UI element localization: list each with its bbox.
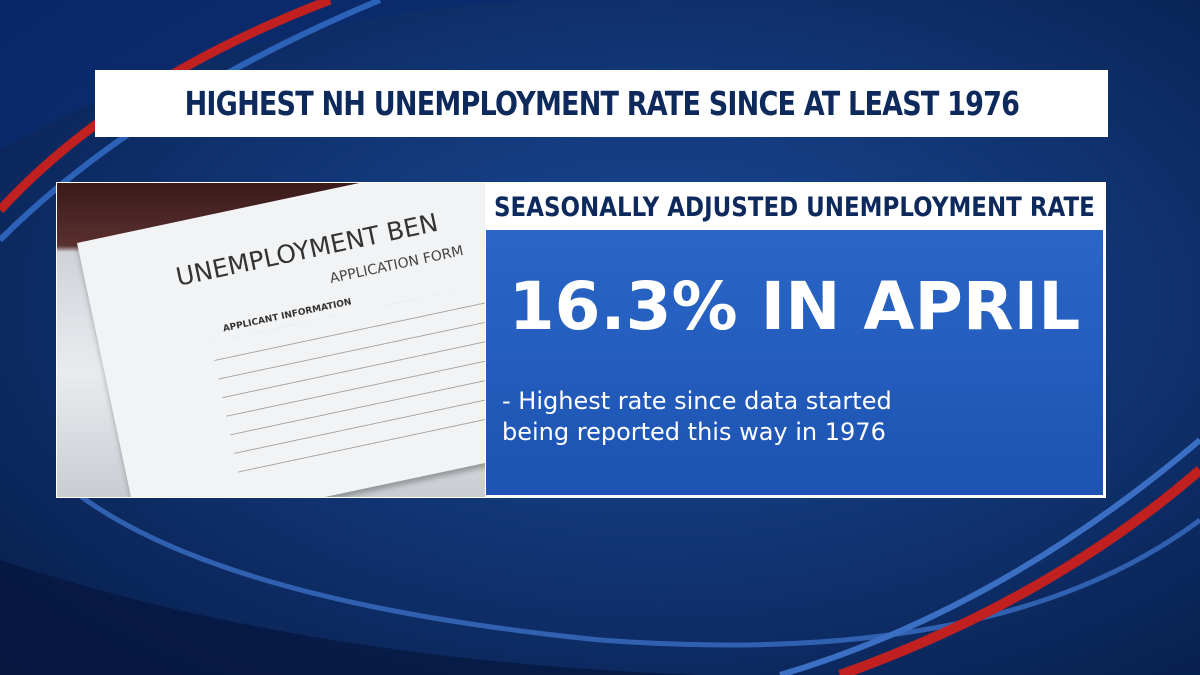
bullet: - Highest rate since data started being … [502, 386, 892, 448]
form-title: UNEMPLOYMENT BEN [173, 207, 441, 292]
panel-body: 16.3% IN APRIL - Highest rate since data… [486, 230, 1103, 495]
panel-heading: SEASONALLY ADJUSTED UNEMPLOYMENT RATE [494, 192, 1095, 223]
headline: 16.3% IN APRIL [508, 268, 1081, 345]
title-bar: HIGHEST NH UNEMPLOYMENT RATE SINCE AT LE… [95, 70, 1108, 137]
bullet-line: - Highest rate since data started [502, 387, 892, 415]
bullet-line: being reported this way in 1976 [502, 418, 886, 446]
panel-heading-bar: SEASONALLY ADJUSTED UNEMPLOYMENT RATE [486, 185, 1103, 230]
card: UNEMPLOYMENT BEN APPLICATION FORM APPLIC… [56, 182, 1106, 498]
photo: UNEMPLOYMENT BEN APPLICATION FORM APPLIC… [57, 183, 485, 497]
form-sheet: UNEMPLOYMENT BEN APPLICATION FORM APPLIC… [77, 183, 485, 497]
title: HIGHEST NH UNEMPLOYMENT RATE SINCE AT LE… [184, 84, 1019, 123]
